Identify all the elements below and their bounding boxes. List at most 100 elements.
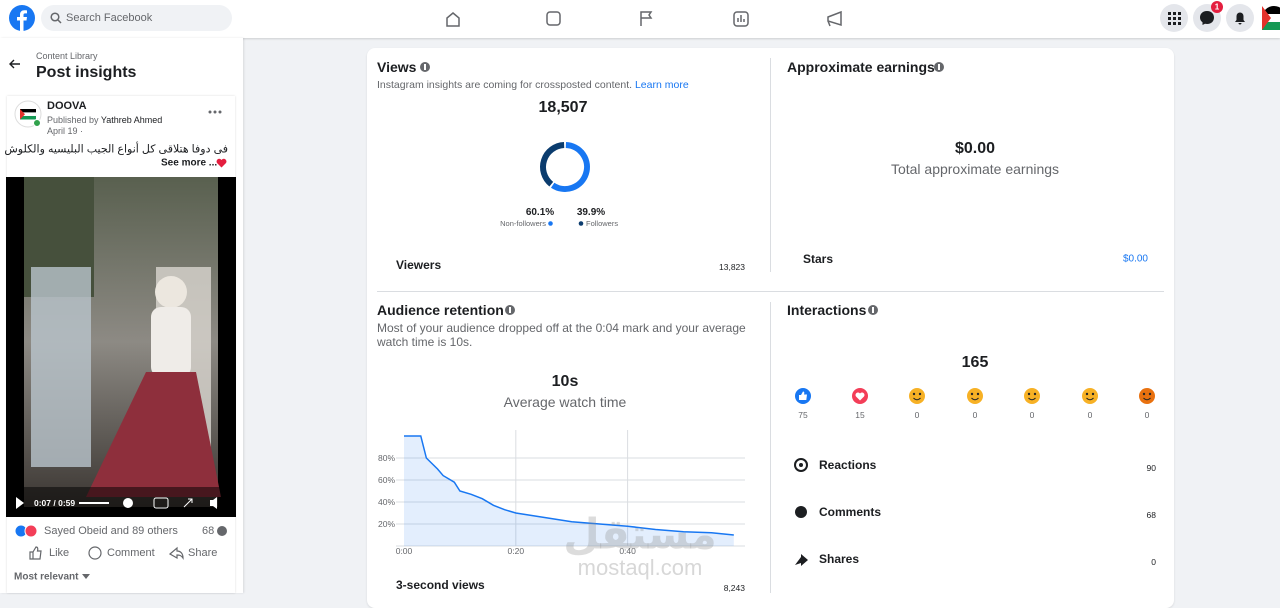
emoji-mouth (913, 397, 921, 401)
interactions-title: Interactions (787, 302, 867, 318)
viewers-value: 13,823 (719, 262, 745, 272)
emoji-face (909, 388, 925, 404)
emoji-eye (1142, 392, 1146, 396)
info-icon[interactable] (505, 305, 515, 315)
emoji-eye (1033, 392, 1037, 396)
followers-donut: 60.1%Non-followers 39.9%Followers (500, 142, 618, 228)
reaction-icon (1139, 388, 1155, 404)
donut-value-label: 60.1% (526, 207, 554, 218)
x-tick-label: 0:20 (508, 546, 525, 556)
pages-icon[interactable] (640, 11, 653, 26)
average-watch-time-label: Average watch time (503, 394, 627, 410)
emoji-face (967, 388, 983, 404)
reaction-icon (1082, 388, 1098, 404)
legend-dot (578, 221, 584, 226)
legend-label: Followers (586, 219, 618, 228)
video-player[interactable] (6, 177, 236, 517)
emoji-thumb (799, 391, 807, 400)
x-tick-label: 0:40 (619, 546, 636, 556)
action-icons (29, 546, 184, 560)
heart-emoji (216, 158, 227, 168)
comment-count[interactable]: 68 (202, 525, 215, 537)
stars-label: Stars (803, 252, 834, 266)
info-icon[interactable] (868, 305, 878, 315)
stars-value[interactable]: $0.00 (1122, 253, 1148, 265)
earnings-total: $0.00 (954, 140, 996, 157)
reaction-icon (795, 388, 811, 404)
top-nav: Search Facebook 1 (0, 0, 1280, 38)
video-icon[interactable] (546, 11, 561, 26)
reaction-count: 0 (1144, 410, 1150, 420)
page-avatar[interactable] (14, 100, 42, 128)
facebook-logo[interactable] (8, 4, 36, 32)
views-note: Instagram insights are coming for crossp… (377, 79, 689, 91)
reaction-icon (852, 388, 868, 404)
author[interactable]: Yathreb Ahmed (100, 115, 163, 125)
row-value: 0 (1151, 557, 1156, 567)
home-icon[interactable] (446, 12, 460, 27)
emoji-mouth (971, 397, 979, 401)
see-more[interactable]: See more ... (161, 157, 218, 169)
search-icon (50, 12, 62, 24)
badge (1211, 1, 1223, 13)
notification-badge: 1 (1214, 2, 1220, 12)
learn-more-link[interactable]: Learn more (634, 79, 689, 91)
reaction-count: 75 (798, 410, 808, 420)
reaction-count: 0 (914, 410, 920, 420)
retention-area (404, 436, 734, 546)
comment-count-icon (217, 526, 227, 536)
retention-title: Audience retention (377, 302, 504, 318)
emoji-eye (918, 392, 922, 396)
y-tick-label: 20% (378, 519, 395, 529)
divider (770, 302, 771, 593)
post-menu[interactable] (207, 109, 223, 115)
emoji-face (1024, 388, 1040, 404)
share-button[interactable]: Share (188, 547, 218, 559)
info-icon[interactable] (934, 62, 944, 72)
dashboard-icon[interactable] (733, 11, 749, 27)
reactions-summary[interactable]: Sayed Obeid and 89 others (44, 525, 178, 537)
divider (377, 291, 1164, 292)
post-caption: فى دوفا هتلاقى كل أنواع الجيب البليسيه و… (4, 143, 228, 156)
average-watch-time: 10s (551, 373, 579, 390)
info-icon[interactable] (420, 62, 430, 72)
interactions-total: 165 (961, 354, 989, 371)
comment-button[interactable]: Comment (107, 547, 155, 559)
post-date: April 19 · (47, 126, 84, 136)
emoji-eye (976, 392, 980, 396)
video-time: 0:07 / 0:59 (34, 498, 76, 508)
y-tick-label: 80% (378, 453, 395, 463)
emoji-eye (1027, 392, 1031, 396)
sort-comments[interactable]: Most relevant (14, 571, 79, 583)
emoji-face (1082, 388, 1098, 404)
like-button[interactable]: Like (49, 547, 70, 559)
divider (770, 58, 771, 272)
emoji-eye (1148, 392, 1152, 396)
row-icons (794, 458, 808, 566)
emoji-eye (970, 392, 974, 396)
emoji-mouth (1143, 397, 1151, 401)
legend-dot (548, 221, 553, 226)
donut-value-label: 39.9% (577, 207, 605, 218)
emoji-eye (1085, 392, 1089, 396)
emoji-face (1139, 388, 1155, 404)
back-arrow[interactable] (8, 58, 22, 70)
sort-caret (82, 574, 90, 579)
reaction-count: 15 (855, 410, 865, 420)
page-name[interactable]: DOOVA (47, 100, 87, 112)
three-second-label: 3-second views (396, 578, 485, 592)
views-total: 18,507 (538, 99, 588, 116)
emoji-eye (912, 392, 916, 396)
ads-icon[interactable] (827, 10, 842, 27)
emoji-mouth (1028, 397, 1036, 401)
published-by: Published by Yathreb Ahmed (47, 115, 162, 125)
row-label: Reactions (819, 458, 877, 472)
reaction-icon (909, 388, 925, 404)
reaction-count: 0 (972, 410, 978, 420)
row-value: 68 (1146, 510, 1156, 520)
breadcrumb: Content Library (36, 51, 98, 61)
search-box[interactable]: Search Facebook (41, 5, 232, 31)
watermark-arabic: مستقل (563, 510, 717, 558)
retention-line (404, 435, 734, 536)
